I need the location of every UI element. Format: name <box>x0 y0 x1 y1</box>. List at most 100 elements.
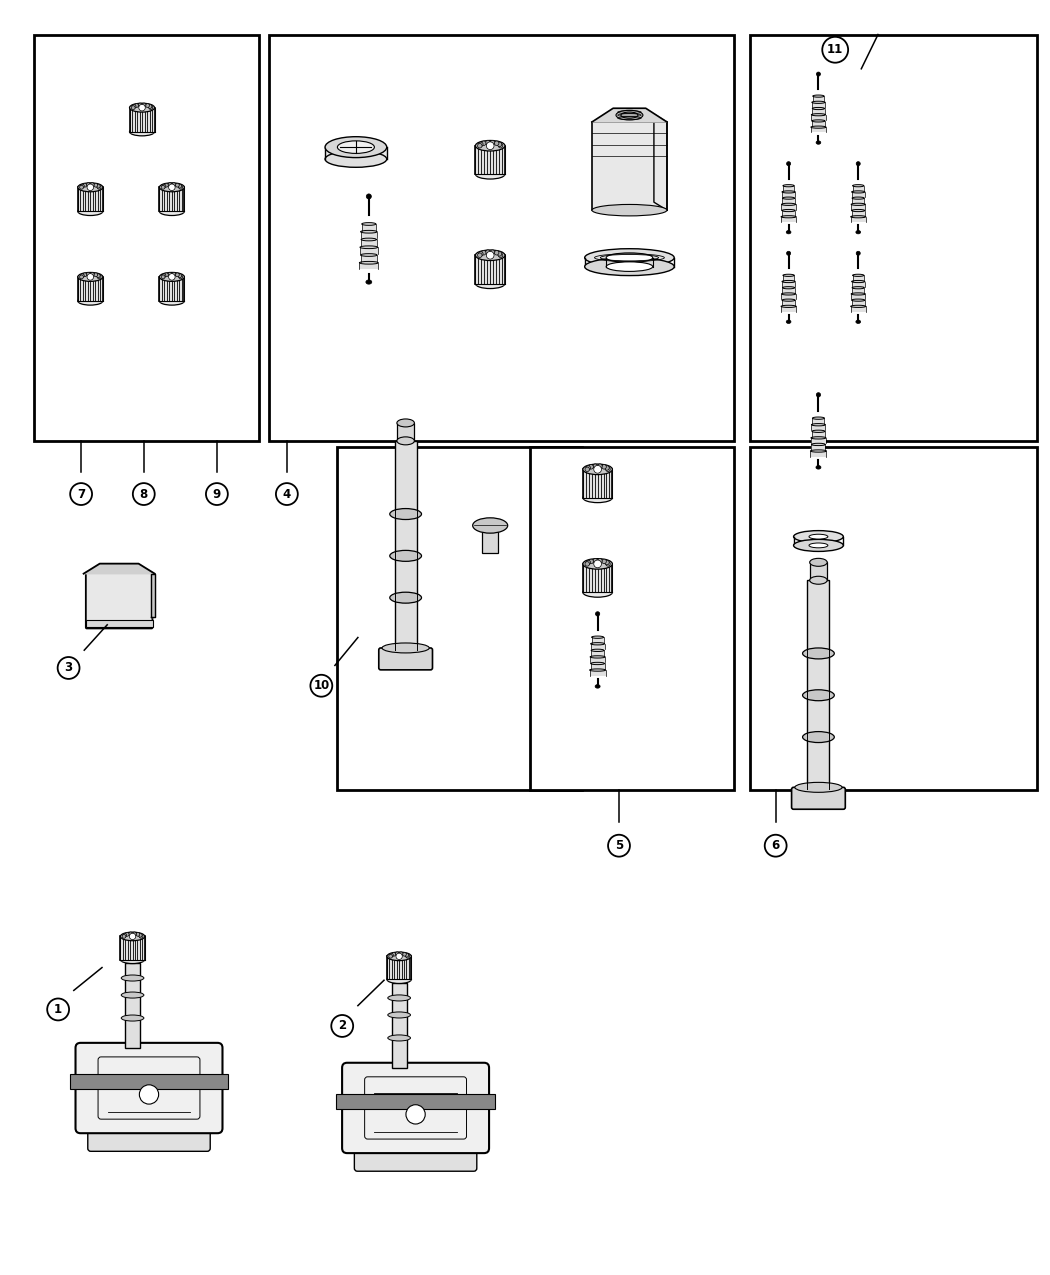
Circle shape <box>478 144 482 148</box>
Circle shape <box>490 140 495 145</box>
Circle shape <box>172 273 175 277</box>
Bar <box>592 122 667 210</box>
Circle shape <box>606 467 610 472</box>
Ellipse shape <box>781 305 796 307</box>
Ellipse shape <box>781 215 796 218</box>
Ellipse shape <box>812 101 825 103</box>
Bar <box>812 425 825 430</box>
Circle shape <box>593 560 602 567</box>
Bar <box>591 650 604 655</box>
Circle shape <box>816 393 821 397</box>
Circle shape <box>499 144 503 148</box>
Ellipse shape <box>811 450 826 453</box>
Ellipse shape <box>585 258 674 275</box>
Circle shape <box>86 273 90 277</box>
Ellipse shape <box>160 208 185 215</box>
Ellipse shape <box>808 534 827 539</box>
Bar <box>812 445 825 450</box>
Circle shape <box>856 162 860 166</box>
Ellipse shape <box>794 530 843 543</box>
Circle shape <box>396 952 399 956</box>
Circle shape <box>482 142 486 145</box>
Ellipse shape <box>390 551 421 561</box>
Circle shape <box>586 465 590 470</box>
Circle shape <box>589 560 593 564</box>
Bar <box>813 96 824 102</box>
Bar <box>361 240 377 246</box>
Ellipse shape <box>852 209 865 212</box>
Bar <box>530 448 734 789</box>
Ellipse shape <box>121 932 145 941</box>
Circle shape <box>139 103 142 107</box>
FancyBboxPatch shape <box>88 1126 210 1151</box>
Ellipse shape <box>121 975 144 980</box>
Circle shape <box>593 464 597 468</box>
Bar <box>69 1075 229 1089</box>
Ellipse shape <box>360 254 377 256</box>
Circle shape <box>597 464 602 468</box>
Circle shape <box>390 954 394 958</box>
Text: 8: 8 <box>140 487 148 501</box>
FancyBboxPatch shape <box>792 788 845 810</box>
Circle shape <box>478 252 482 258</box>
Ellipse shape <box>810 576 827 584</box>
Circle shape <box>479 251 483 256</box>
Ellipse shape <box>390 509 421 519</box>
Bar <box>781 295 796 300</box>
Ellipse shape <box>337 140 375 153</box>
Circle shape <box>140 935 143 938</box>
Ellipse shape <box>856 320 861 324</box>
Ellipse shape <box>621 112 638 119</box>
Circle shape <box>399 952 403 956</box>
Circle shape <box>142 103 146 107</box>
Bar <box>810 562 827 580</box>
Bar <box>850 306 866 311</box>
Circle shape <box>80 275 83 279</box>
Bar <box>326 144 386 159</box>
Circle shape <box>602 464 606 469</box>
Circle shape <box>606 562 610 566</box>
Circle shape <box>178 275 183 279</box>
Circle shape <box>499 252 503 258</box>
Ellipse shape <box>78 297 103 305</box>
Circle shape <box>396 954 402 960</box>
Circle shape <box>177 184 182 187</box>
Circle shape <box>133 483 154 505</box>
Bar <box>360 247 378 254</box>
Ellipse shape <box>853 185 864 187</box>
Circle shape <box>817 73 820 76</box>
Bar <box>359 263 378 269</box>
Ellipse shape <box>160 273 185 282</box>
Text: 2: 2 <box>338 1020 347 1033</box>
Circle shape <box>589 464 593 469</box>
Circle shape <box>311 674 332 696</box>
Circle shape <box>605 560 609 565</box>
Ellipse shape <box>476 140 505 150</box>
Circle shape <box>486 251 495 259</box>
Circle shape <box>162 184 166 187</box>
Ellipse shape <box>360 246 378 249</box>
Bar <box>781 204 796 209</box>
Bar <box>783 186 794 191</box>
Circle shape <box>486 250 490 255</box>
Polygon shape <box>160 277 185 301</box>
FancyBboxPatch shape <box>379 648 433 669</box>
Ellipse shape <box>606 261 653 272</box>
Ellipse shape <box>852 203 865 205</box>
Bar <box>34 34 258 441</box>
Bar <box>782 288 795 293</box>
Bar <box>125 963 140 1048</box>
Ellipse shape <box>812 430 825 432</box>
Polygon shape <box>121 936 145 960</box>
Circle shape <box>83 273 87 277</box>
FancyBboxPatch shape <box>354 1145 477 1172</box>
Bar <box>781 306 796 311</box>
Circle shape <box>498 142 502 147</box>
FancyBboxPatch shape <box>342 1063 489 1153</box>
Ellipse shape <box>813 96 824 97</box>
Ellipse shape <box>786 320 791 324</box>
Circle shape <box>132 932 137 936</box>
Bar <box>360 255 377 261</box>
Circle shape <box>786 162 791 166</box>
Polygon shape <box>387 956 412 979</box>
